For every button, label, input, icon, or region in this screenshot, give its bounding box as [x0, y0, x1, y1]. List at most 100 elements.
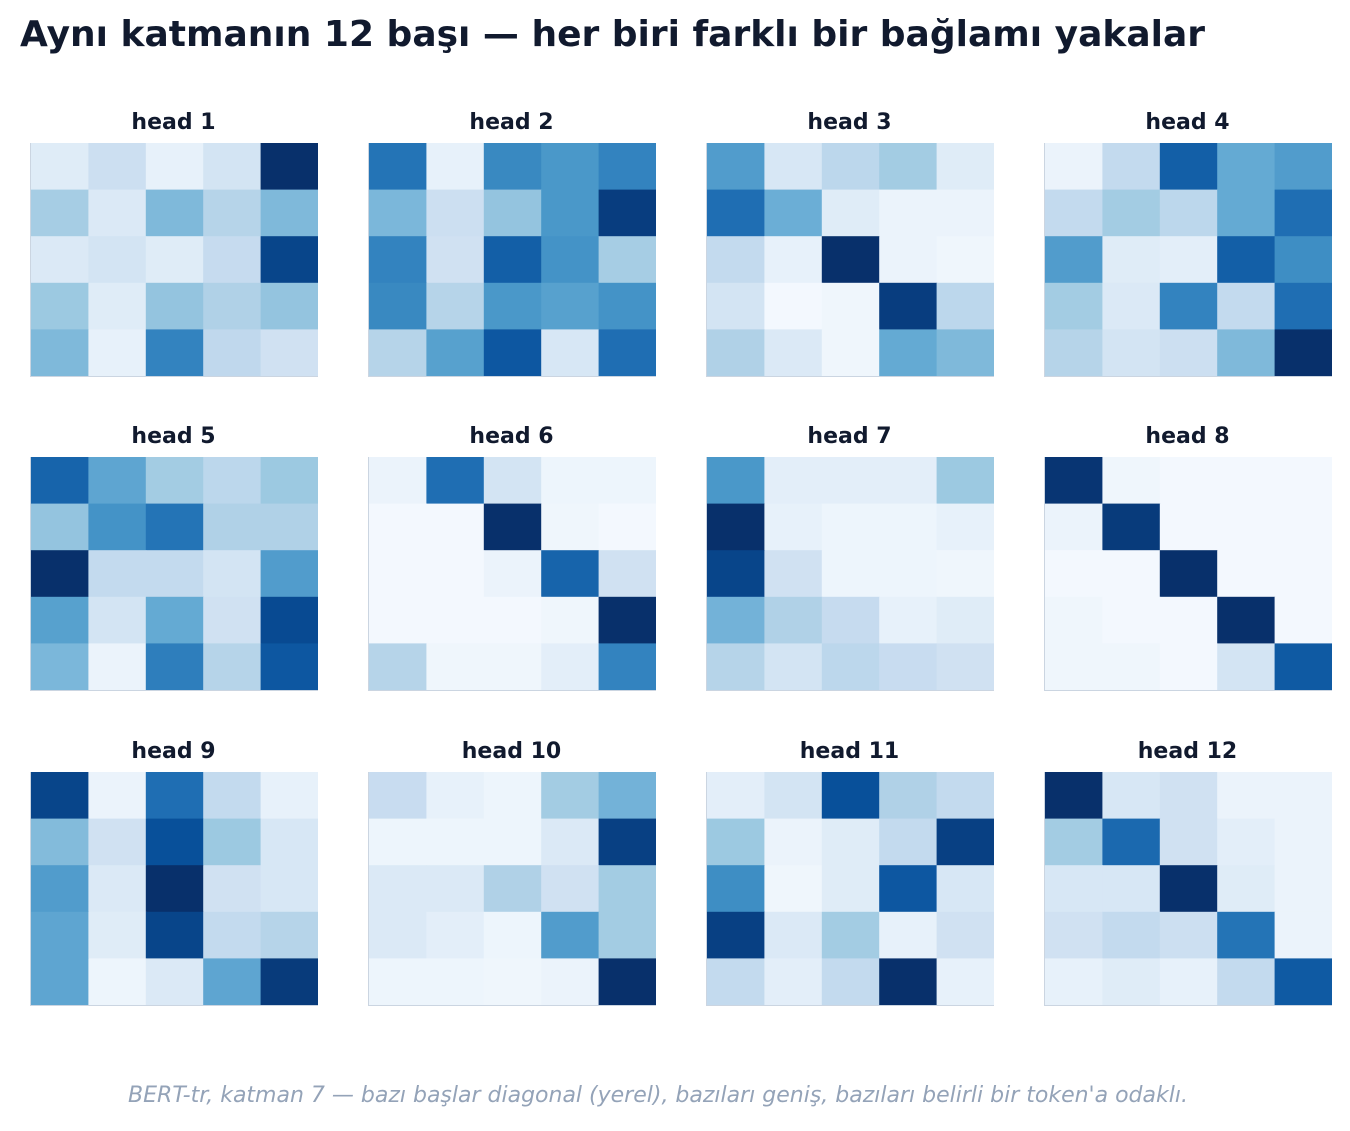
heatmap-cell [1045, 550, 1103, 598]
heatmap-panel [706, 457, 994, 691]
heatmap-cell [1217, 550, 1276, 598]
heatmap-cell [936, 596, 994, 644]
heatmap-cell [145, 865, 204, 913]
heatmap-cell [88, 282, 147, 330]
heatmap-cell [483, 911, 542, 959]
heatmap-cell [31, 772, 89, 820]
heatmap-cell [879, 958, 938, 1005]
heatmap-cell [31, 503, 89, 551]
heatmap-svg [31, 772, 318, 1005]
heatmap-cell [1274, 329, 1332, 376]
heatmap-cell [821, 772, 880, 820]
heatmap-cell [260, 143, 318, 191]
heatmap-cell [879, 818, 938, 866]
heatmap-cell [1274, 643, 1332, 690]
heatmap-cell [426, 958, 485, 1005]
heatmap-cell [1217, 911, 1276, 959]
heatmap-cell [541, 865, 600, 913]
heatmap-cell [936, 189, 994, 237]
heatmap-cell [764, 236, 823, 284]
heatmap-cell [1159, 772, 1218, 820]
heatmap-cell [1217, 503, 1276, 551]
heatmap-cell [31, 865, 89, 913]
heatmap-panel [1044, 143, 1332, 377]
heatmap-cell [260, 457, 318, 505]
heatmap-cell [764, 189, 823, 237]
heatmap-cell [707, 643, 765, 690]
heatmap-cell [1045, 911, 1103, 959]
heatmap-cell [426, 282, 485, 330]
heatmap-cell [145, 189, 204, 237]
heatmap-cell [707, 457, 765, 505]
heatmap-cell [879, 772, 938, 820]
heatmap-cell [598, 550, 656, 598]
heatmap-cell [1217, 236, 1276, 284]
heatmap-cell [203, 911, 262, 959]
heatmap-cell [426, 911, 485, 959]
heatmap-panel [30, 457, 318, 691]
heatmap-cell [936, 818, 994, 866]
heatmap-cell [879, 865, 938, 913]
heatmap-cell [426, 143, 485, 191]
heatmap-cell [31, 457, 89, 505]
heatmap-cell [88, 958, 147, 1005]
heatmap-cell [598, 282, 656, 330]
heatmap-cell [203, 457, 262, 505]
heatmap-cell [369, 643, 427, 690]
heatmap-cell [764, 143, 823, 191]
heatmap-cell [483, 236, 542, 284]
panel-title: head 8 [1145, 424, 1230, 449]
heatmap-cell [483, 818, 542, 866]
heatmap-cell [707, 282, 765, 330]
heatmap-cell [821, 236, 880, 284]
heatmap-cell [707, 772, 765, 820]
heatmap-cell [145, 503, 204, 551]
heatmap-panel [1044, 772, 1332, 1006]
heatmap-cell [1217, 772, 1276, 820]
heatmap-cell [369, 329, 427, 376]
heatmap-cell [879, 457, 938, 505]
panel-title: head 1 [131, 110, 216, 135]
heatmap-cell [88, 772, 147, 820]
heatmap-svg [707, 457, 994, 690]
heatmap-cell [1217, 865, 1276, 913]
heatmap-cell [821, 550, 880, 598]
heatmap-cell [1102, 818, 1161, 866]
panel-title: head 11 [799, 739, 900, 764]
heatmap-panel [1044, 457, 1332, 691]
heatmap-cell [821, 911, 880, 959]
heatmap-cell [707, 503, 765, 551]
heatmap-cell [145, 236, 204, 284]
heatmap-cell [598, 818, 656, 866]
heatmap-cell [1045, 457, 1103, 505]
heatmap-svg [31, 457, 318, 690]
heatmap-cell [260, 236, 318, 284]
heatmap-cell [145, 911, 204, 959]
panel-title: head 9 [131, 739, 216, 764]
heatmap-cell [1159, 911, 1218, 959]
heatmap-cell [31, 911, 89, 959]
heatmap-cell [483, 143, 542, 191]
heatmap-cell [369, 503, 427, 551]
heatmap-cell [1274, 958, 1332, 1005]
heatmap-cell [145, 596, 204, 644]
heatmap-cell [821, 189, 880, 237]
heatmap-cell [1159, 818, 1218, 866]
heatmap-cell [879, 189, 938, 237]
heatmap-cell [541, 958, 600, 1005]
heatmap-cell [1102, 958, 1161, 1005]
heatmap-cell [1102, 457, 1161, 505]
heatmap-cell [1045, 236, 1103, 284]
heatmap-cell [31, 329, 89, 376]
heatmap-cell [260, 958, 318, 1005]
heatmap-cell [879, 911, 938, 959]
heatmap-cell [203, 818, 262, 866]
heatmap-cell [1274, 189, 1332, 237]
heatmap-cell [203, 236, 262, 284]
heatmap-cell [598, 503, 656, 551]
heatmap-cell [541, 329, 600, 376]
heatmap-cell [145, 550, 204, 598]
heatmap-panel [706, 143, 994, 377]
heatmap-cell [88, 643, 147, 690]
heatmap-cell [145, 772, 204, 820]
